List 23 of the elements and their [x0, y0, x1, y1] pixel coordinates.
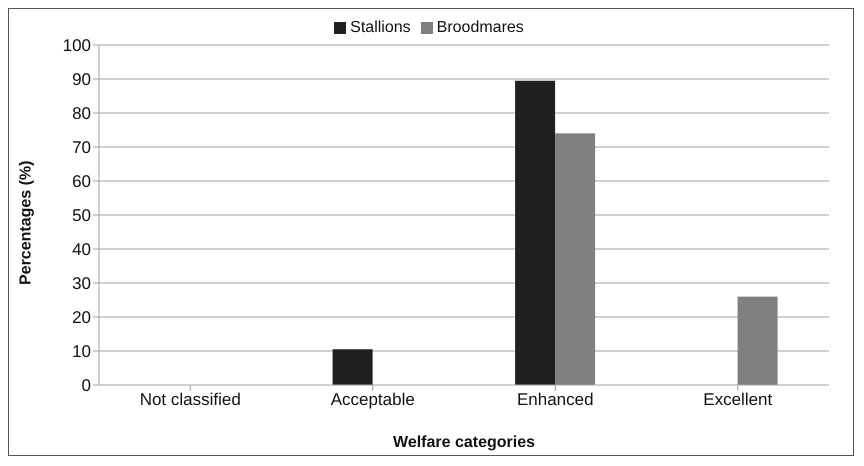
y-tick-label: 90 — [72, 70, 91, 90]
bar — [332, 349, 373, 385]
y-tick-label: 70 — [72, 138, 91, 158]
y-tick-label: 30 — [72, 274, 91, 294]
y-axis-title: Percentages (%) — [18, 160, 35, 285]
y-tick-label: 0 — [82, 376, 91, 396]
x-tick-label: Acceptable — [330, 390, 415, 410]
y-tick-label: 100 — [62, 36, 91, 56]
y-tick-label: 40 — [72, 240, 91, 260]
x-tick-label: Enhanced — [516, 390, 594, 410]
x-tick-label: Excellent — [703, 390, 773, 410]
y-tick-label: 80 — [72, 104, 91, 124]
x-tick-label: Not classified — [140, 390, 241, 410]
y-tick-label: 50 — [72, 206, 91, 226]
y-tick-label: 60 — [72, 172, 91, 192]
legend-label: Broodmares — [436, 19, 524, 36]
y-tick-label: 10 — [72, 342, 91, 362]
bar — [515, 80, 556, 385]
x-axis-title: Welfare categories — [393, 434, 536, 451]
bar — [555, 133, 596, 385]
bar — [738, 296, 778, 385]
y-tick-label: 20 — [72, 308, 91, 328]
legend-label: Stallions — [350, 19, 411, 36]
